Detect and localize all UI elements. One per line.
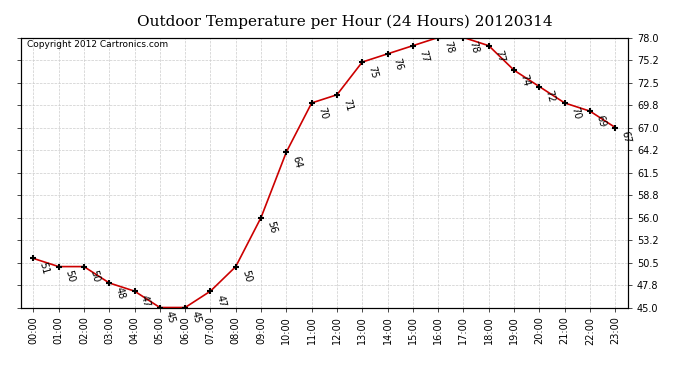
Text: 67: 67 [620, 130, 632, 145]
Text: 70: 70 [569, 106, 582, 120]
Text: 51: 51 [37, 261, 50, 276]
Text: Copyright 2012 Cartronics.com: Copyright 2012 Cartronics.com [27, 40, 168, 49]
Text: 78: 78 [442, 40, 455, 55]
Text: 56: 56 [265, 220, 278, 235]
Text: 45: 45 [164, 310, 177, 325]
Text: 45: 45 [189, 310, 202, 325]
Text: 47: 47 [215, 294, 228, 309]
Text: 72: 72 [544, 89, 556, 104]
Text: 70: 70 [316, 106, 328, 120]
Text: 50: 50 [63, 269, 76, 284]
Text: 74: 74 [518, 73, 531, 87]
Text: 47: 47 [139, 294, 152, 309]
Text: Outdoor Temperature per Hour (24 Hours) 20120314: Outdoor Temperature per Hour (24 Hours) … [137, 15, 553, 29]
Text: 77: 77 [417, 48, 430, 63]
Text: 48: 48 [113, 286, 126, 300]
Text: 78: 78 [468, 40, 480, 55]
Text: 75: 75 [366, 65, 380, 80]
Text: 77: 77 [493, 48, 506, 63]
Text: 71: 71 [341, 98, 354, 112]
Text: 50: 50 [88, 269, 101, 284]
Text: 76: 76 [392, 57, 404, 71]
Text: 69: 69 [594, 114, 607, 128]
Text: 50: 50 [240, 269, 253, 284]
Text: 64: 64 [290, 155, 304, 169]
